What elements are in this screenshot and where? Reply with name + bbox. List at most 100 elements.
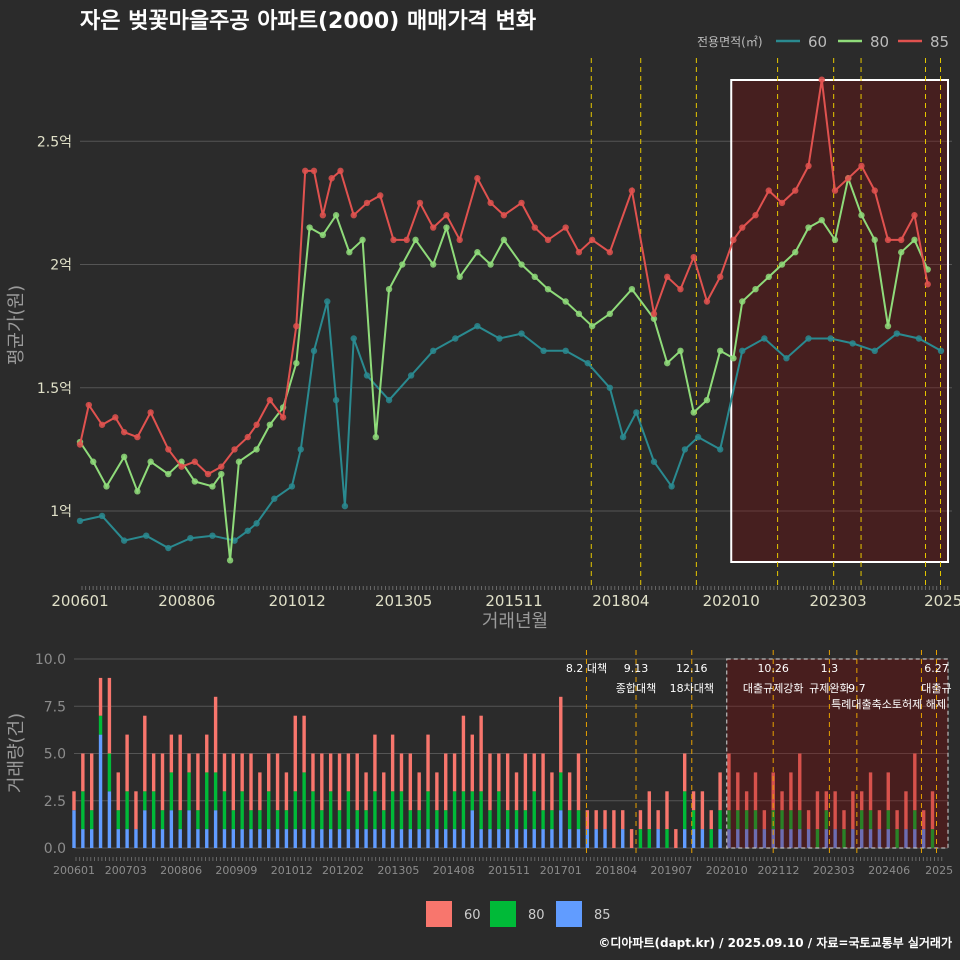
volume-bar-85 [691,829,696,848]
volume-bar-80 [895,829,899,848]
volume-x-tick: 2025 [925,864,953,877]
data-point-85 [293,322,300,330]
legend-box-label-85: 85 [594,908,611,923]
volume-bar-85 [860,829,864,848]
data-point-80 [306,224,313,231]
volume-bar-85 [399,829,404,848]
volume-bar-60 [930,791,935,830]
volume-bar-60 [364,772,368,811]
volume-bar-80 [328,791,333,830]
volume-bar-80 [744,810,749,830]
volume-bar-85 [240,829,244,848]
volume-bar-85 [231,829,236,848]
volume-bar-60 [452,753,457,792]
volume-bar-60 [178,734,182,811]
data-point-80 [588,322,596,330]
price-highlight-box [730,79,949,563]
volume-bar-85 [877,829,882,848]
volume-bar-60 [479,715,483,792]
volume-bar-80 [691,810,696,830]
volume-bar-85 [151,829,156,848]
data-point-80 [752,285,759,293]
data-point-60 [915,335,923,342]
data-point-85 [739,224,746,231]
volume-bar-80 [169,772,174,811]
data-point-80 [664,359,671,367]
volume-bar-85 [320,829,324,848]
data-point-80 [487,261,494,268]
volume-bar-85 [196,829,200,848]
volume-bar-60 [798,753,802,811]
volume-bar-60 [258,772,262,811]
data-point-85 [805,162,812,170]
volume-bar-60 [187,753,191,773]
policy-annotation-date: 8.2 대책 [566,662,607,675]
volume-bar-85 [328,829,333,848]
volume-bar-85 [789,829,793,848]
volume-bar-85 [461,829,466,848]
volume-bar-80 [514,810,519,830]
data-point-80 [319,231,327,239]
volume-bar-85 [373,829,377,848]
data-point-60 [209,532,216,539]
data-point-80 [871,236,878,244]
data-point-85 [253,421,260,428]
volume-bar-80 [116,810,120,830]
volume-bar-85 [886,829,890,848]
data-point-80 [544,285,552,293]
data-point-60 [761,335,768,342]
volume-bar-85 [523,829,528,848]
volume-bar-85 [780,829,784,848]
volume-bar-60 [213,696,218,773]
volume-bar-60 [647,791,651,830]
volume-bar-85 [213,810,218,848]
data-point-60 [430,347,437,355]
legend-label-85: 85 [930,33,949,51]
volume-bar-85 [576,829,581,848]
volume-bar-85 [921,829,926,848]
volume-bar-60 [559,696,563,773]
data-point-80 [103,483,110,490]
data-point-85 [778,199,786,207]
data-point-80 [911,236,918,244]
volume-bar-80 [187,772,191,811]
data-point-60 [385,396,393,404]
data-point-85 [147,409,154,416]
data-point-85 [703,298,711,305]
data-point-60 [165,544,172,552]
volume-bar-80 [426,791,430,830]
volume-bar-85 [134,829,138,848]
volume-bar-80 [311,791,315,830]
data-point-80 [235,458,243,465]
price-y-axis-title: 평균가(원) [6,285,27,365]
data-point-80 [120,453,128,461]
volume-bar-80 [399,791,404,830]
data-point-60 [271,495,278,502]
volume-bar-60 [921,810,926,830]
volume-bar-60 [90,753,94,811]
data-point-80 [818,216,825,224]
data-point-80 [805,224,812,231]
policy-annotation-label: 대출규 [921,682,951,695]
data-point-80 [858,212,865,219]
volume-bar-85 [824,829,829,848]
data-point-60 [849,340,856,347]
data-point-80 [430,261,437,268]
data-point-85 [390,236,397,244]
volume-bar-85 [275,829,280,848]
volume-bar-60 [346,753,351,792]
volume-bar-60 [311,753,315,792]
data-point-80 [90,458,97,465]
volume-bar-60 [417,772,421,811]
data-point-85 [319,212,327,219]
data-point-60 [332,396,340,404]
volume-bar-60 [753,772,758,811]
data-point-85 [606,249,614,256]
data-point-85 [337,167,344,175]
volume-bar-80 [408,810,413,830]
volume-bar-60 [523,753,528,811]
volume-bar-85 [550,829,554,848]
data-point-60 [717,446,724,453]
volume-x-tick: 201012 [271,864,313,877]
